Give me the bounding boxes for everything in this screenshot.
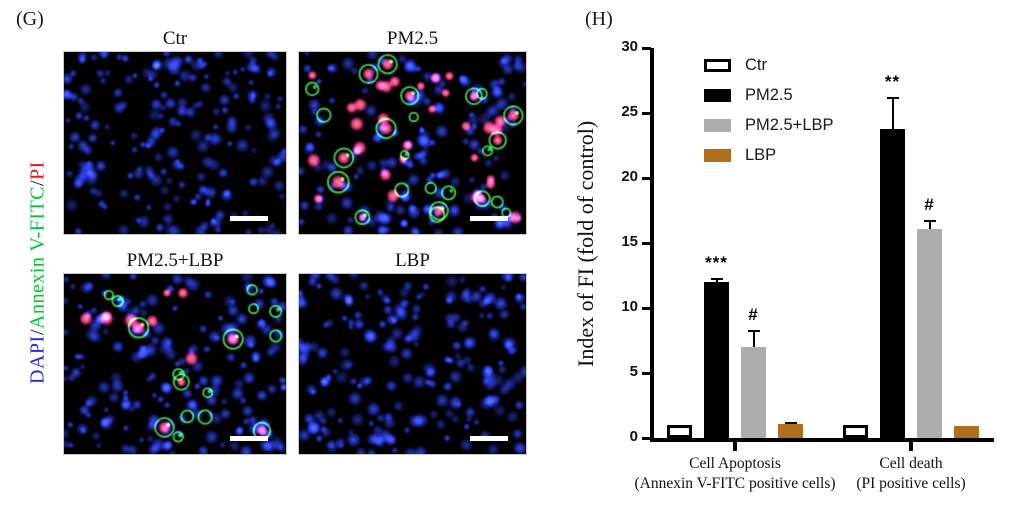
scale-bar <box>230 436 268 441</box>
legend-swatch <box>704 59 731 72</box>
micrograph-pm25 <box>298 51 527 235</box>
category-label-line1: Cell Apoptosis <box>689 455 781 472</box>
bar-pm2.5 <box>704 282 729 438</box>
tile-title-lbp: LBP <box>395 250 430 271</box>
stain-axis-label: DAPI / Annexin V-FITC / PI <box>24 105 52 440</box>
significance-marker: # <box>924 194 935 214</box>
error-bar-cap <box>747 330 760 333</box>
category-label: Cell Apoptosis (Annexin V-FITC positive c… <box>615 454 855 494</box>
legend-row-ctr: Ctr <box>704 56 767 75</box>
scale-bar <box>470 436 508 441</box>
y-tick-label: 15 <box>621 233 638 250</box>
legend-row-pm2.5: PM2.5 <box>704 86 793 105</box>
y-tick-label: 5 <box>629 363 638 380</box>
y-tick-label: 25 <box>621 103 638 120</box>
category-label-line2: (PI positive cells) <box>856 475 966 493</box>
bar-chart-plot-area: 0 5 10 15 20 25 30 *** # Cell Apoptosis (Annexin V… <box>621 38 994 492</box>
legend-label: PM2.5+LBP <box>745 116 834 134</box>
category-label-line2: (Annexin V-FITC positive cells) <box>634 475 836 493</box>
bar-ctr <box>667 425 692 438</box>
micrograph-lbp <box>298 273 527 455</box>
bar-lbp <box>954 425 979 438</box>
y-tick-label: 0 <box>629 428 638 445</box>
error-bar <box>784 422 797 425</box>
legend-row-lbp: LBP <box>704 146 776 165</box>
y-tick-label: 30 <box>621 38 638 55</box>
legend-label: PM2.5 <box>745 86 793 104</box>
error-bar <box>747 330 760 347</box>
x-tick <box>733 442 737 451</box>
bar-lbp <box>778 424 803 438</box>
stain-axis-label-part: Annexin V-FITC <box>26 186 49 330</box>
micrograph-ctr-canvas <box>64 52 286 234</box>
y-tick <box>642 436 651 440</box>
error-bar-cap <box>923 219 936 222</box>
error-bar <box>923 219 936 229</box>
legend-row-pm2.5+lbp: PM2.5+LBP <box>704 116 834 135</box>
panel-g-label: (G) <box>16 8 44 30</box>
stain-axis-label-part: / <box>26 179 49 186</box>
y-tick-label: 20 <box>621 168 638 185</box>
tile-title-ctr: Ctr <box>162 28 188 49</box>
legend-label: LBP <box>745 146 777 164</box>
chart-y-axis-title: Index of FI (fold of control) <box>573 120 598 368</box>
category-label-line1: Cell death <box>879 455 943 472</box>
error-bar <box>710 278 723 282</box>
micrograph-lbp-canvas <box>299 274 526 454</box>
stain-axis-label-part: PI <box>26 161 49 180</box>
micrograph-pm25-canvas <box>299 52 526 234</box>
legend-swatch <box>704 89 731 102</box>
error-bar-stem <box>928 219 931 229</box>
significance-marker: ** <box>884 72 901 92</box>
tile-title-pm25: PM2.5 <box>386 28 439 49</box>
y-tick <box>642 241 651 245</box>
category-label: Cell death (PI positive cells) <box>791 454 1014 494</box>
error-bar-stem <box>891 97 894 129</box>
panel-g: (G) DAPI / Annexin V-FITC / PI Ctr PM2.5 PM2… <box>16 8 527 455</box>
significance-marker: # <box>748 305 759 325</box>
y-tick <box>642 306 651 310</box>
legend-swatch <box>704 119 731 132</box>
error-bar-cap <box>886 97 899 100</box>
y-tick <box>642 371 651 375</box>
y-tick <box>642 176 651 180</box>
significance-marker: *** <box>705 253 728 273</box>
error-bar-stem <box>752 330 755 347</box>
micrograph-pm25-lbp <box>63 273 287 455</box>
bar-pm2.5+lbp <box>741 347 766 438</box>
scale-bar <box>230 216 268 221</box>
error-bar-cap <box>710 278 723 281</box>
panel-h: (H) Index of FI (fold of control) 0 5 10 15… <box>560 0 1014 509</box>
stain-axis-label-part: DAPI <box>26 335 49 384</box>
error-bar <box>886 97 899 129</box>
legend-label: Ctr <box>745 56 767 74</box>
bar-ctr <box>843 425 868 438</box>
bar-pm2.5+lbp <box>917 228 942 438</box>
y-tick-label: 10 <box>621 298 638 315</box>
y-tick <box>642 111 651 115</box>
panel-h-label: (H) <box>585 8 613 30</box>
error-bar-cap <box>784 422 797 425</box>
bar-pm2.5 <box>880 128 905 438</box>
scale-bar <box>470 216 508 221</box>
y-tick <box>642 46 651 50</box>
tile-title-pm25-lbp: PM2.5+LBP <box>126 250 224 271</box>
stain-axis-label-part: / <box>26 329 49 336</box>
x-tick <box>909 442 913 451</box>
micrograph-ctr <box>63 51 287 235</box>
legend-swatch <box>704 149 731 162</box>
micrograph-pm25-lbp-canvas <box>64 274 286 454</box>
